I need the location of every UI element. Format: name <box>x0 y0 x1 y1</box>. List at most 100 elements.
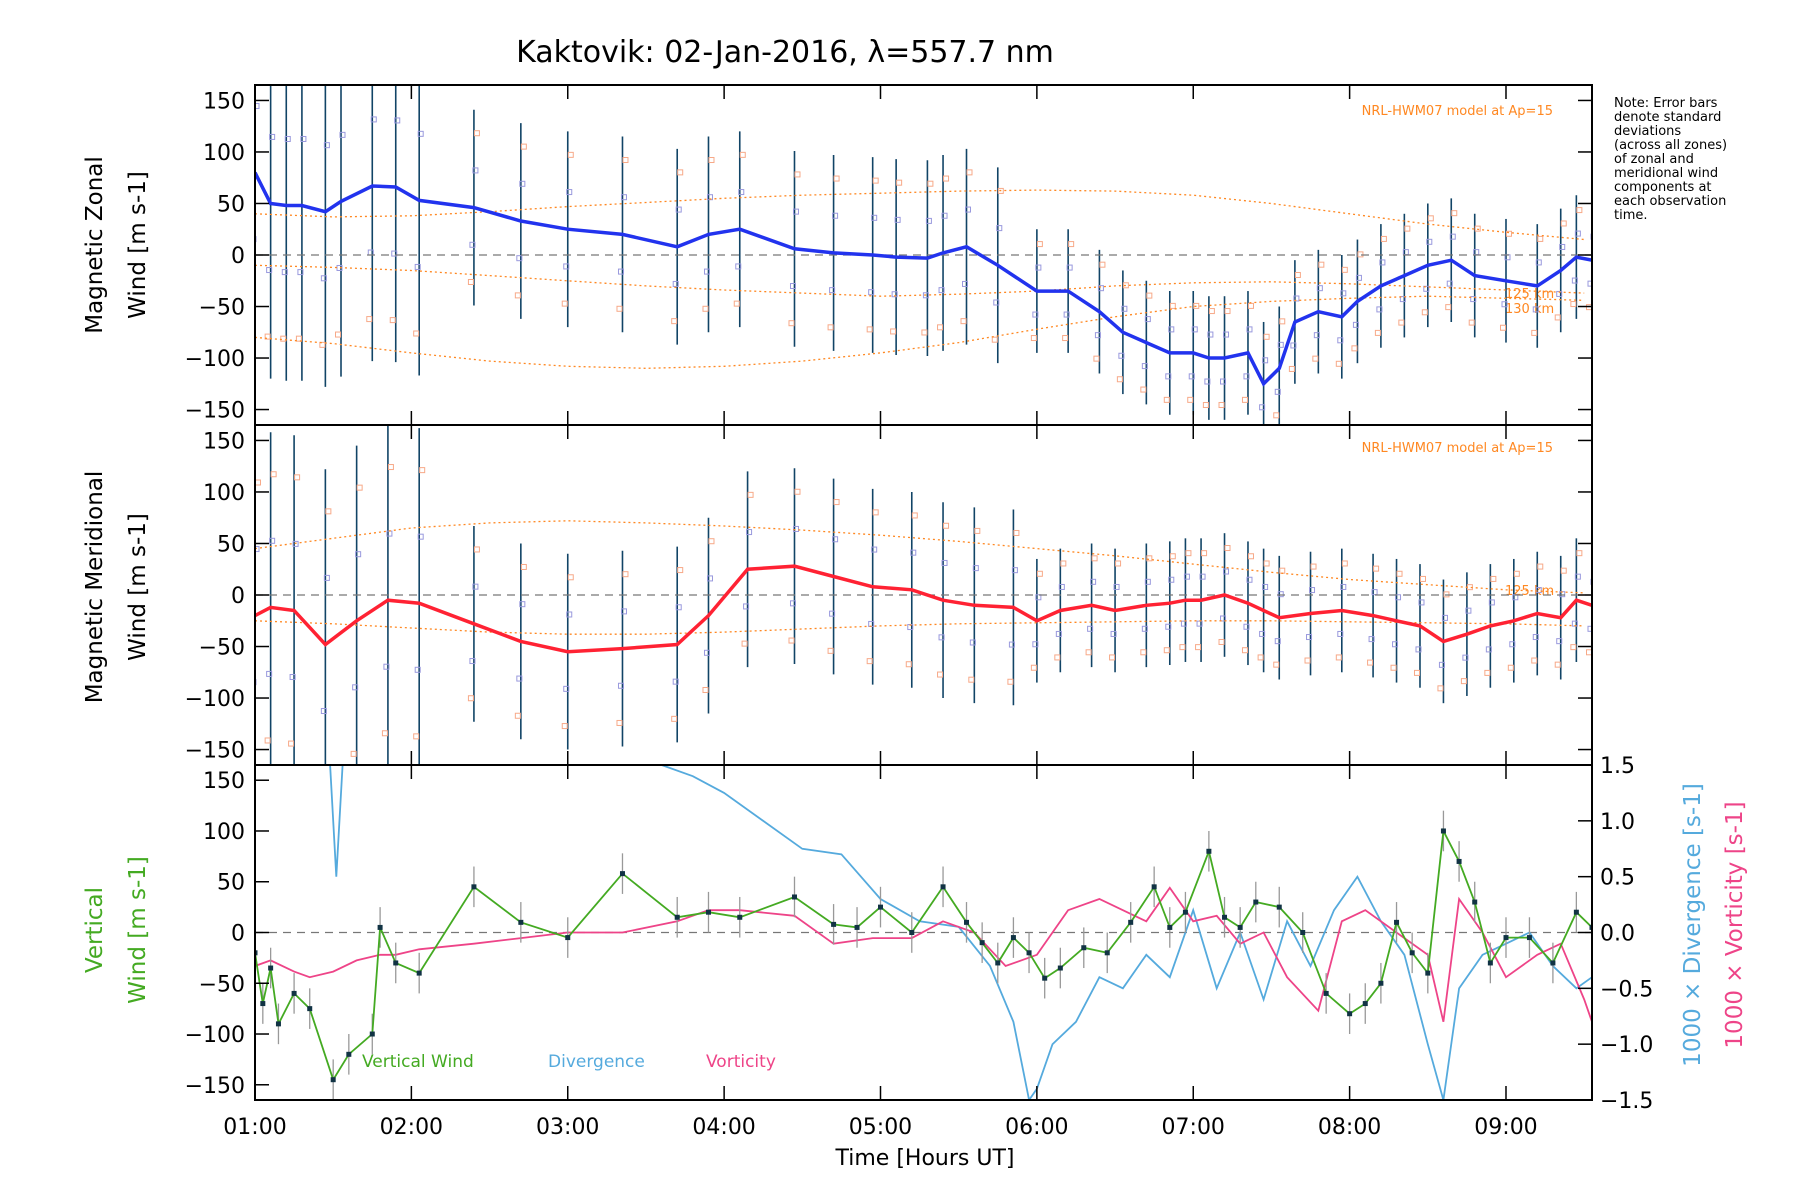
scatter-point <box>1008 641 1015 648</box>
data-point <box>416 970 422 976</box>
scatter-point <box>413 733 420 740</box>
zonal-wind-panel: NRL-HWM07 model at Ap=15 125 km 130 km M… <box>82 104 1554 334</box>
scatter-point <box>1066 264 1073 271</box>
data-point <box>518 919 524 925</box>
scatter-point <box>420 65 425 70</box>
scatter-point <box>1379 259 1386 266</box>
scatter-point <box>1380 235 1387 242</box>
data-point <box>1057 965 1063 971</box>
scatter-point <box>616 719 623 726</box>
y-tick-label: 0 <box>231 584 245 609</box>
scatter-point <box>1390 664 1397 671</box>
scatter-point <box>396 51 401 56</box>
scatter-point <box>1304 657 1311 664</box>
scatter-point <box>788 637 795 644</box>
scatter-point <box>514 292 521 299</box>
scatter-point <box>616 305 623 312</box>
note-line: time. <box>1614 208 1648 223</box>
scatter-point <box>703 649 710 656</box>
scatter-point <box>563 685 570 692</box>
scatter-point <box>1118 352 1125 359</box>
scatter-point <box>1374 329 1381 336</box>
y-tick-label: −50 <box>199 296 245 321</box>
scatter-point <box>1241 396 1248 403</box>
scatter-point <box>1293 295 1300 302</box>
scatter-point <box>1376 306 1383 313</box>
note-text: Note: Error bars denote standard deviati… <box>1614 96 1727 223</box>
series-line-divergence <box>329 765 1592 1100</box>
scatter-point <box>677 169 684 176</box>
scatter-point <box>1318 261 1325 268</box>
data-point <box>565 935 571 941</box>
scatter-point <box>706 575 713 582</box>
scatter-point <box>966 169 973 176</box>
scatter-point <box>1279 318 1286 325</box>
data-point <box>471 884 477 890</box>
data-point <box>1378 980 1384 986</box>
scatter-point <box>287 70 292 75</box>
scatter-point <box>1223 568 1230 575</box>
scatter-point <box>622 571 629 578</box>
scatter-point <box>391 250 398 257</box>
scatter-point <box>355 551 362 558</box>
scatter-point <box>905 661 912 668</box>
scatter-point <box>323 574 330 581</box>
scatter-point <box>829 610 836 617</box>
scatter-point <box>943 175 950 182</box>
data-point <box>275 1021 281 1027</box>
scatter-point <box>1396 570 1403 577</box>
scatter-point <box>1341 560 1348 567</box>
model-altitude-label: 125 km <box>1505 287 1554 302</box>
scatter-point <box>567 574 574 581</box>
scatter-point <box>1288 365 1295 372</box>
scatter-point <box>833 175 840 182</box>
scatter-point <box>1351 345 1358 352</box>
scatter-point <box>1460 678 1467 685</box>
scatter-point <box>1263 560 1270 567</box>
data-point <box>255 950 258 956</box>
y-axis-label: Wind [m s-1] <box>125 856 151 1004</box>
scatter-point <box>1183 573 1190 580</box>
y-tick-label: 50 <box>217 871 245 896</box>
scatter-point <box>620 194 627 201</box>
scatter-point <box>927 180 934 187</box>
scatter-point <box>336 264 343 271</box>
scatter-point <box>733 300 740 307</box>
y2-tick-label: 0.0 <box>1600 922 1635 947</box>
scatter-point <box>911 512 918 519</box>
data-point <box>940 884 946 890</box>
data-point <box>995 960 1001 966</box>
scatter-point <box>266 267 273 274</box>
scatter-point <box>1208 308 1215 315</box>
data-point <box>1440 828 1446 834</box>
scatter-point <box>1163 647 1170 654</box>
scatter-point <box>370 116 377 123</box>
series-line-zonal <box>255 171 1592 387</box>
y-tick-label: 50 <box>217 532 245 557</box>
scatter-point <box>1273 661 1280 668</box>
plot-area-zonal <box>255 51 1592 425</box>
scatter-point <box>1093 355 1100 362</box>
scatter-point <box>962 280 969 287</box>
y-tick-label: −50 <box>199 636 245 661</box>
y-axis-label: Magnetic Zonal <box>82 156 108 334</box>
scatter-point <box>1392 641 1399 648</box>
scatter-point <box>1091 555 1098 562</box>
data-point <box>1222 914 1228 920</box>
scatter-point <box>1193 302 1200 309</box>
scatter-point <box>394 117 401 124</box>
scatter-point <box>1554 314 1561 321</box>
data-point <box>1237 924 1243 930</box>
scatter-point <box>281 269 288 276</box>
scatter-point <box>1259 630 1266 637</box>
scatter-point <box>566 189 573 196</box>
scatter-point <box>1437 685 1444 692</box>
scatter-point <box>473 130 480 137</box>
scatter-point <box>968 676 975 683</box>
scatter-point <box>1036 241 1043 248</box>
data-point <box>1550 960 1556 966</box>
scatter-point <box>1556 638 1563 645</box>
x-tick-label: 04:00 <box>692 1115 755 1140</box>
data-point <box>1276 904 1282 910</box>
